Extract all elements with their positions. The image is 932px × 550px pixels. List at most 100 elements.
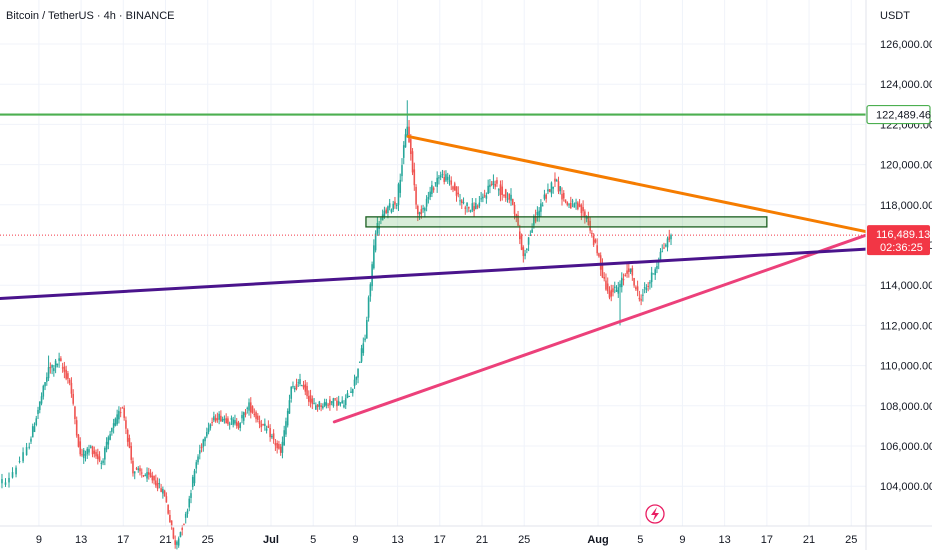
candle-body [170, 520, 173, 526]
candle-body [11, 472, 14, 478]
candle-body [135, 468, 138, 470]
candle-body [15, 467, 17, 475]
candle-body [390, 209, 393, 213]
candle-body [571, 200, 574, 202]
price-tick-label: 120,000.00 [880, 160, 932, 172]
candle-body [293, 387, 296, 390]
candle-body [580, 205, 583, 214]
candle-body [638, 297, 641, 300]
candle-body [457, 192, 460, 195]
candle-body [337, 401, 340, 406]
candle-body [494, 184, 496, 187]
candle-body [207, 428, 210, 433]
candle-body [31, 426, 34, 438]
time-tick-label: 13 [391, 534, 403, 546]
candle-body [306, 385, 308, 397]
candle-body [631, 267, 634, 276]
time-axis[interactable]: 5913172125Jul5913172125Aug5913172125 [0, 534, 858, 546]
descending-resistance-trendline[interactable] [406, 134, 874, 235]
time-tick-label: 25 [518, 534, 530, 546]
candle-body [18, 461, 21, 463]
candle-body [84, 454, 87, 456]
candle-body [392, 203, 395, 210]
candle-body [431, 185, 433, 194]
candle-body [568, 204, 570, 206]
candle-body [434, 182, 437, 184]
candle-body [483, 195, 486, 197]
plot-area[interactable] [0, 100, 672, 550]
candle-body [258, 421, 261, 424]
time-tick-label: 17 [117, 534, 129, 546]
candle-body [339, 402, 342, 404]
candle-body [40, 396, 43, 404]
candle-body [619, 283, 621, 288]
candle-body [58, 358, 60, 361]
candle-body [471, 203, 474, 211]
candle-body [534, 216, 537, 222]
candle-body [44, 382, 46, 387]
candle-body [142, 475, 145, 477]
candle-body [395, 205, 398, 207]
candle-body [524, 253, 526, 257]
candle-body [181, 528, 184, 530]
candle-body [255, 412, 257, 419]
candle-body [281, 441, 284, 453]
candle-body [388, 203, 391, 208]
drawings[interactable] [0, 113, 906, 424]
candle-body [540, 203, 542, 212]
last-price-text: 116,489.13 [876, 229, 930, 241]
candle-body [460, 200, 463, 203]
candle-body [242, 412, 245, 421]
time-tick-label: 9 [352, 534, 358, 546]
time-tick-label: 21 [476, 534, 488, 546]
candle-body [343, 405, 345, 408]
candle-body [82, 450, 85, 459]
candle-body [663, 247, 665, 249]
candle-body [279, 446, 282, 453]
candle-body [179, 532, 182, 538]
support-zone-rectangle[interactable] [365, 216, 768, 228]
candle-body [587, 216, 590, 225]
candle-body [184, 513, 187, 518]
candle-body [506, 198, 509, 200]
candle-body [596, 245, 598, 254]
candle-body [397, 184, 400, 206]
candle-body [46, 377, 48, 382]
candle-body [515, 213, 518, 218]
candle-body [664, 245, 667, 247]
candle-body [228, 423, 231, 425]
candle-body [35, 418, 38, 426]
candle-body [610, 289, 613, 297]
candle-body [425, 198, 428, 207]
candle-body [193, 470, 196, 484]
candle-body [642, 294, 644, 296]
candle-body [441, 174, 444, 176]
candle-body [608, 291, 611, 298]
candle-body [643, 287, 646, 289]
candle-body [557, 181, 560, 192]
candle-body [249, 402, 252, 413]
candle-body [188, 498, 191, 508]
candle-body [577, 202, 579, 210]
candle-body [146, 472, 148, 479]
candle-body [527, 237, 530, 245]
ascending-support-trendline[interactable] [332, 231, 874, 424]
candle-body [355, 376, 358, 380]
candle-body [670, 235, 672, 240]
candle-body [162, 488, 164, 494]
candle-body [61, 367, 64, 369]
lightning-icon[interactable] [645, 504, 665, 524]
candle-body [160, 488, 162, 492]
candle-body [177, 538, 180, 546]
candle-body [640, 299, 642, 301]
candle-body [362, 343, 365, 353]
candle-body [292, 386, 294, 388]
candle-body [118, 410, 120, 420]
candle-body [346, 393, 349, 399]
candle-body [408, 126, 410, 143]
candle-body [415, 186, 417, 205]
candle-body [554, 178, 556, 182]
candle-body [295, 384, 298, 389]
long-term-trendline-trendline[interactable] [0, 245, 906, 300]
